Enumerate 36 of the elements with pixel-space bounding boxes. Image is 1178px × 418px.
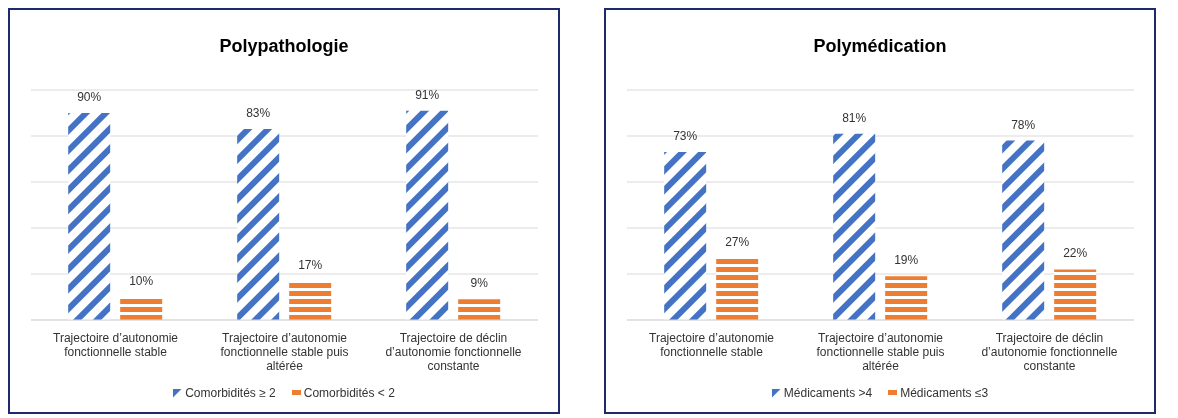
- data-label: 17%: [298, 257, 323, 272]
- data-label: 9%: [470, 276, 489, 291]
- bar: [68, 113, 111, 320]
- legend-label: Médicaments ≤3: [900, 386, 989, 400]
- bar: [716, 257, 759, 320]
- bar: [1002, 140, 1045, 320]
- bar: [237, 129, 280, 320]
- data-label: 10%: [129, 274, 154, 288]
- bar: [289, 280, 332, 320]
- x-tick-label: Trajectoire d’autonomie fonctionnelle stable: [53, 331, 179, 359]
- x-tick-label: Trajectoire d’autonomie fonctionnelle stable puis altérée: [816, 331, 945, 373]
- data-label: 90%: [77, 90, 102, 104]
- chart-title: Polymédication: [812, 36, 948, 58]
- bar: [664, 152, 707, 320]
- bar: [406, 110, 449, 320]
- data-label: 91%: [415, 87, 440, 102]
- x-tick-label: Trajectoire de déclin d’autonomie fonctionnelle constante: [981, 331, 1118, 373]
- bar: [885, 276, 928, 320]
- legend-label: Comorbidités ≥ 2: [185, 386, 276, 400]
- x-tick-label: Trajectoire d’autonomie fonctionnelle stable: [649, 331, 775, 359]
- data-label: 27%: [725, 234, 750, 249]
- x-tick-label: Trajectoire de déclin d’autonomie fonctionnelle constante: [385, 331, 522, 373]
- data-label: 83%: [246, 106, 271, 121]
- data-label: 73%: [673, 129, 698, 144]
- legend-label: Comorbidités < 2: [303, 386, 395, 400]
- data-label: 19%: [894, 253, 919, 268]
- legend-label: Médicaments >4: [783, 386, 873, 400]
- data-label: 22%: [1063, 246, 1088, 261]
- bar: [120, 297, 163, 320]
- bar: [1054, 269, 1097, 320]
- data-label: 78%: [1011, 117, 1036, 132]
- x-tick-label: Trajectoire d’autonomie fonctionnelle stable puis altérée: [220, 331, 349, 373]
- bar: [833, 133, 876, 320]
- chart-title: Polypathologie: [218, 36, 350, 58]
- data-label: 81%: [842, 110, 867, 125]
- bar: [458, 299, 501, 320]
